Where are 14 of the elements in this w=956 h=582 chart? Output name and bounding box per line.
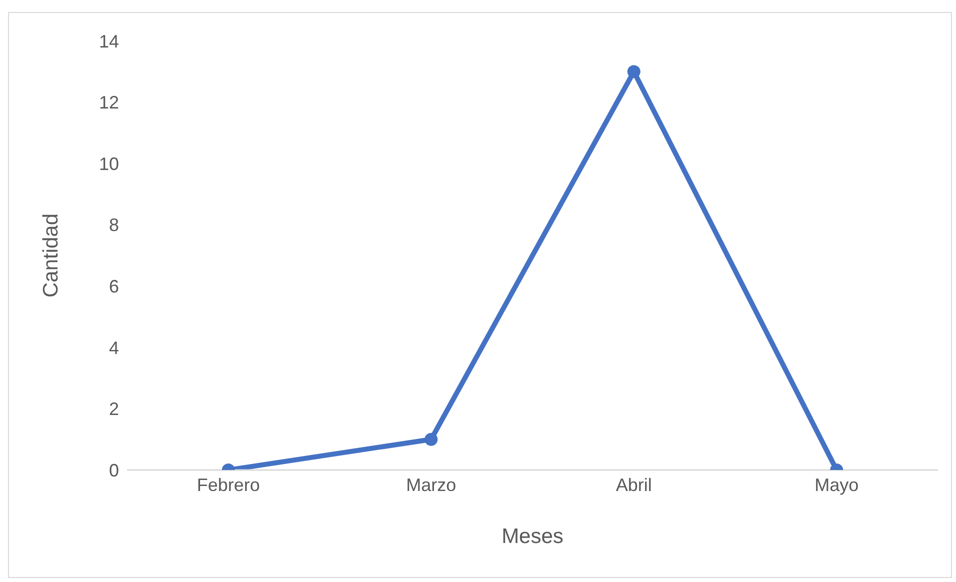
y-tick-label: 14 bbox=[98, 31, 119, 52]
x-tick-label: Mayo bbox=[814, 474, 859, 495]
y-tick-label: 8 bbox=[108, 215, 119, 236]
y-tick-label: 4 bbox=[108, 338, 119, 358]
y-tick-label: 12 bbox=[98, 92, 119, 113]
y-axis-title: Cantidad bbox=[39, 213, 62, 298]
x-tick-label: Abril bbox=[616, 474, 652, 495]
x-axis-title: Meses bbox=[502, 524, 564, 548]
x-tick-label: Marzo bbox=[406, 474, 456, 495]
y-tick-label: 2 bbox=[108, 399, 119, 420]
y-tick-label: 0 bbox=[108, 460, 119, 480]
x-tick-label: Febrero bbox=[196, 474, 260, 495]
y-tick-label: 6 bbox=[108, 276, 119, 297]
y-tick-label: 10 bbox=[98, 154, 119, 174]
